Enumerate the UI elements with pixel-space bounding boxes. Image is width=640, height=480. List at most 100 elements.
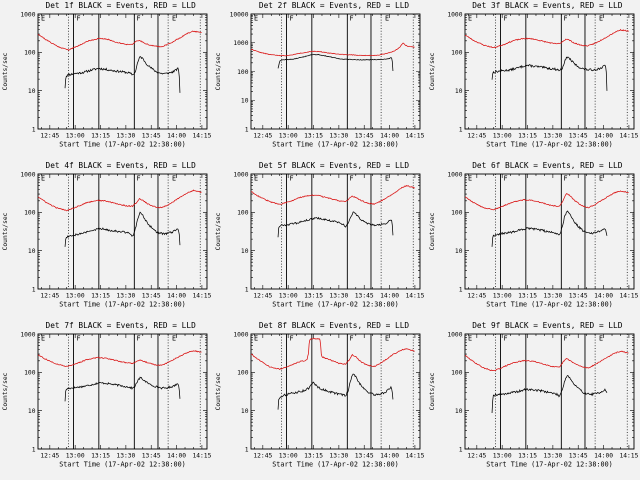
- x-tick-label: 14:15: [192, 452, 211, 459]
- chart-det-9f: 1 10 100 1000 12:45 13:00 13:15 13:30 13:45 14:00…: [429, 331, 639, 468]
- x-tick-label: 13:15: [518, 452, 537, 459]
- flag-label-E: E: [41, 335, 45, 343]
- y-tick-label: 100: [451, 50, 463, 57]
- x-tick-label: 14:15: [192, 132, 211, 139]
- panel-det-9f: Det 9f BLACK = Events, RED = LLD 1 10 100 1…: [427, 320, 640, 480]
- flag-label-F: F: [77, 15, 81, 23]
- plot-title: Det 1f BLACK = Events, RED = LLD: [45, 1, 196, 10]
- y-tick-label: 10: [455, 408, 463, 415]
- x-tick-label: 14:00: [594, 292, 613, 299]
- chart-det-3f: 1 10 100 1000 12:45 13:00 13:15 13:30 13:45 14:00…: [429, 11, 639, 148]
- y-tick-label: 100: [24, 50, 36, 57]
- axis-ticks: [251, 333, 421, 450]
- lld-series: [251, 184, 416, 206]
- panel-det-8f: Det 8f BLACK = Events, RED = LLD 1 10 100 1…: [213, 320, 426, 480]
- flag-label-E: E: [468, 175, 472, 183]
- y-axis-label: Counts/sec: [2, 212, 9, 250]
- x-tick-label: 13:30: [116, 292, 135, 299]
- plot-frame: [250, 333, 421, 450]
- x-tick-label: 12:45: [467, 132, 486, 139]
- flag-label-F: F: [503, 15, 507, 23]
- x-tick-label: 13:00: [279, 452, 298, 459]
- y-tick-label: 1000: [234, 40, 249, 47]
- lld-series: [37, 189, 202, 212]
- x-axis-label: Start Time (17-Apr-02 12:38:00): [59, 140, 186, 148]
- x-tick-label: 14:15: [406, 132, 425, 139]
- y-tick-label: 1000: [20, 331, 35, 338]
- events-series: [277, 373, 394, 410]
- x-tick-label: 14:15: [192, 292, 211, 299]
- x-tick-label: 13:00: [492, 452, 511, 459]
- y-axis-label: Counts/sec: [429, 52, 436, 90]
- plot-title: Det 4f BLACK = Events, RED = LLD: [45, 161, 196, 170]
- y-tick-label: 100: [451, 370, 463, 377]
- y-tick-label: 1: [32, 446, 36, 453]
- plot-title: Det 7f BLACK = Events, RED = LLD: [45, 321, 196, 330]
- x-tick-label: 13:15: [91, 292, 110, 299]
- x-tick-label: 13:45: [355, 292, 374, 299]
- flag-label-E: E: [599, 175, 603, 183]
- lld-series: [464, 28, 629, 49]
- plot-frame: [464, 13, 635, 130]
- x-tick-label: 14:15: [406, 452, 425, 459]
- x-tick-label: 13:00: [492, 292, 511, 299]
- x-axis-label: Start Time (17-Apr-02 12:38:00): [59, 460, 186, 468]
- plot-title: Det 2f BLACK = Events, RED = LLD: [258, 1, 410, 10]
- plot-frame: [464, 333, 635, 450]
- flag-label-E: E: [172, 175, 176, 183]
- x-tick-label: 13:30: [543, 292, 562, 299]
- flag-label-F: F: [137, 175, 141, 183]
- flag-label-E: E: [254, 15, 258, 23]
- y-tick-label: 10: [28, 408, 36, 415]
- flag-label-E: E: [385, 15, 389, 23]
- panel-det-4f: Det 4f BLACK = Events, RED = LLD 1 10 100 1…: [0, 160, 213, 320]
- plot-title: Det 3f BLACK = Events, RED = LLD: [472, 1, 623, 10]
- plot-frame: [37, 333, 208, 450]
- x-tick-label: 13:30: [116, 452, 135, 459]
- y-tick-label: 1: [245, 446, 249, 453]
- y-tick-label: 10: [28, 88, 36, 95]
- x-axis-label: Start Time (17-Apr-02 12:38:00): [486, 300, 613, 308]
- x-tick-label: 13:30: [330, 452, 349, 459]
- x-tick-label: 13:15: [304, 132, 323, 139]
- chart-det-8f: 1 10 100 1000 12:45 13:00 13:15 13:30 13:45 14:00…: [215, 331, 425, 468]
- axis-ticks: [37, 173, 207, 290]
- flag-label-F: F: [137, 15, 141, 23]
- x-tick-label: 13:00: [66, 132, 85, 139]
- y-axis-label: Counts/sec: [2, 372, 9, 410]
- events-series: [64, 211, 181, 247]
- y-tick-label: 1000: [234, 171, 249, 178]
- panel-det-6f: Det 6f BLACK = Events, RED = LLD 1 10 100 1…: [427, 160, 640, 320]
- x-tick-label: 13:00: [492, 132, 511, 139]
- x-axis-label: Start Time (17-Apr-02 12:38:00): [273, 140, 400, 148]
- x-tick-label: 13:45: [142, 132, 161, 139]
- flag-label-E: E: [172, 335, 176, 343]
- x-tick-label: 14:00: [167, 292, 186, 299]
- x-tick-label: 13:15: [304, 292, 323, 299]
- x-axis-label: Start Time (17-Apr-02 12:38:00): [273, 460, 400, 468]
- chart-det-4f: 1 10 100 1000 12:45 13:00 13:15 13:30 13:45 14:00…: [2, 171, 212, 308]
- lld-series: [37, 30, 202, 51]
- axis-ticks: [251, 13, 421, 130]
- plot-frame: [464, 173, 635, 290]
- y-tick-label: 100: [24, 210, 36, 217]
- lld-series: [251, 42, 416, 57]
- y-tick-label: 10: [241, 98, 249, 105]
- chart-det-6f: 1 10 100 1000 12:45 13:00 13:15 13:30 13:45 14:00…: [429, 171, 639, 308]
- panel-det-1f: Det 1f BLACK = Events, RED = LLD 1 10 100 1…: [0, 0, 213, 160]
- x-tick-label: 14:00: [380, 452, 399, 459]
- chart-det-1f: 1 10 100 1000 12:45 13:00 13:15 13:30 13:45 14:00…: [2, 11, 212, 148]
- y-tick-label: 10: [241, 248, 249, 255]
- flag-label-F: F: [563, 15, 567, 23]
- x-tick-label: 14:00: [380, 132, 399, 139]
- x-tick-label: 13:15: [91, 132, 110, 139]
- x-tick-label: 13:00: [66, 452, 85, 459]
- x-tick-label: 12:45: [40, 132, 59, 139]
- x-tick-label: 12:45: [40, 292, 59, 299]
- y-tick-label: 1000: [447, 11, 462, 18]
- flag-label-E: E: [468, 335, 472, 343]
- axis-ticks: [37, 13, 207, 130]
- x-tick-label: 14:00: [380, 292, 399, 299]
- y-tick-label: 1: [245, 286, 249, 293]
- flag-label-E: E: [41, 15, 45, 23]
